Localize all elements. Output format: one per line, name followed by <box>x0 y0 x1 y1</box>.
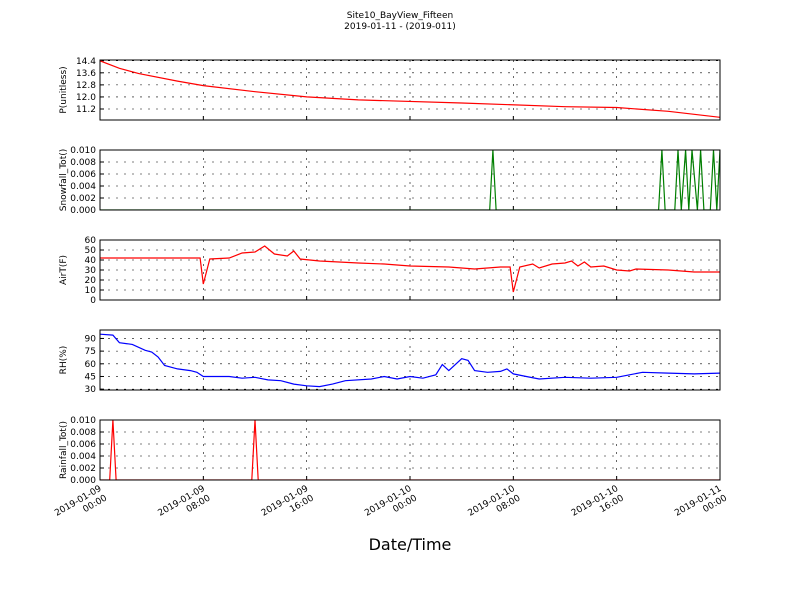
y-axis-label: RH(%) <box>59 346 69 375</box>
data-line <box>100 60 720 118</box>
y-axis-label: P(unitless) <box>59 66 69 113</box>
y-tick-label: 10 <box>85 286 97 296</box>
y-tick-label: 30 <box>85 385 97 395</box>
axes-frame <box>99 239 721 301</box>
y-axis-label: Snowfall_Tot() <box>59 149 69 212</box>
y-axis-label: Rainfall_Tot() <box>59 421 69 479</box>
y-tick-label: 13.6 <box>76 69 96 79</box>
y-tick-label: 50 <box>85 246 97 256</box>
y-tick-label: 0.002 <box>70 194 96 204</box>
y-tick-label: 30 <box>85 266 97 276</box>
y-tick-label: 0.000 <box>70 476 96 486</box>
series-group <box>100 150 720 210</box>
y-tick-label: 45 <box>85 372 96 382</box>
y-tick-label: 60 <box>85 360 97 370</box>
data-line <box>100 420 720 480</box>
axes-frame <box>99 59 721 121</box>
y-tick-label: 0.008 <box>70 428 96 438</box>
axes-frame <box>99 419 721 481</box>
y-tick-label: 0.004 <box>70 182 96 192</box>
series-group <box>100 420 720 480</box>
y-tick-label: 12.0 <box>76 93 96 103</box>
x-axis-label: Date/Time <box>369 535 452 554</box>
y-tick-label: 60 <box>85 236 97 246</box>
y-tick-label: 0.008 <box>70 158 96 168</box>
y-tick-label: 40 <box>85 256 97 266</box>
y-tick-label: 0.006 <box>70 440 96 450</box>
chart-title: Site10_BayView_Fifteen <box>347 11 453 21</box>
data-line <box>100 150 720 210</box>
y-tick-label: 11.2 <box>76 105 96 115</box>
axes-frame <box>99 329 721 391</box>
plot-area <box>100 150 720 210</box>
y-tick-label: 90 <box>85 334 97 344</box>
y-tick-label: 0 <box>90 296 96 306</box>
y-tick-label: 0.004 <box>70 452 96 462</box>
chart-subtitle: 2019-01-11 - (2019-011) <box>344 22 456 32</box>
y-tick-label: 0.002 <box>70 464 96 474</box>
axes-frame <box>99 149 721 211</box>
data-line <box>100 245 720 293</box>
y-tick-label: 0.000 <box>70 206 96 216</box>
series-group <box>100 333 720 388</box>
y-tick-label: 0.010 <box>70 146 96 156</box>
y-tick-label: 14.4 <box>76 57 96 67</box>
y-tick-label: 12.8 <box>76 81 96 91</box>
series-group <box>100 245 720 293</box>
y-tick-label: 20 <box>85 276 97 286</box>
y-axis-label: AirT(F) <box>59 255 69 285</box>
plot-area <box>100 245 720 293</box>
y-tick-label: 75 <box>85 347 96 357</box>
plot-area <box>100 420 720 480</box>
plot-area <box>100 60 720 118</box>
series-group <box>100 60 720 118</box>
plot-area <box>100 333 720 388</box>
y-tick-label: 0.010 <box>70 416 96 426</box>
data-line <box>100 333 720 388</box>
y-tick-label: 0.006 <box>70 170 96 180</box>
